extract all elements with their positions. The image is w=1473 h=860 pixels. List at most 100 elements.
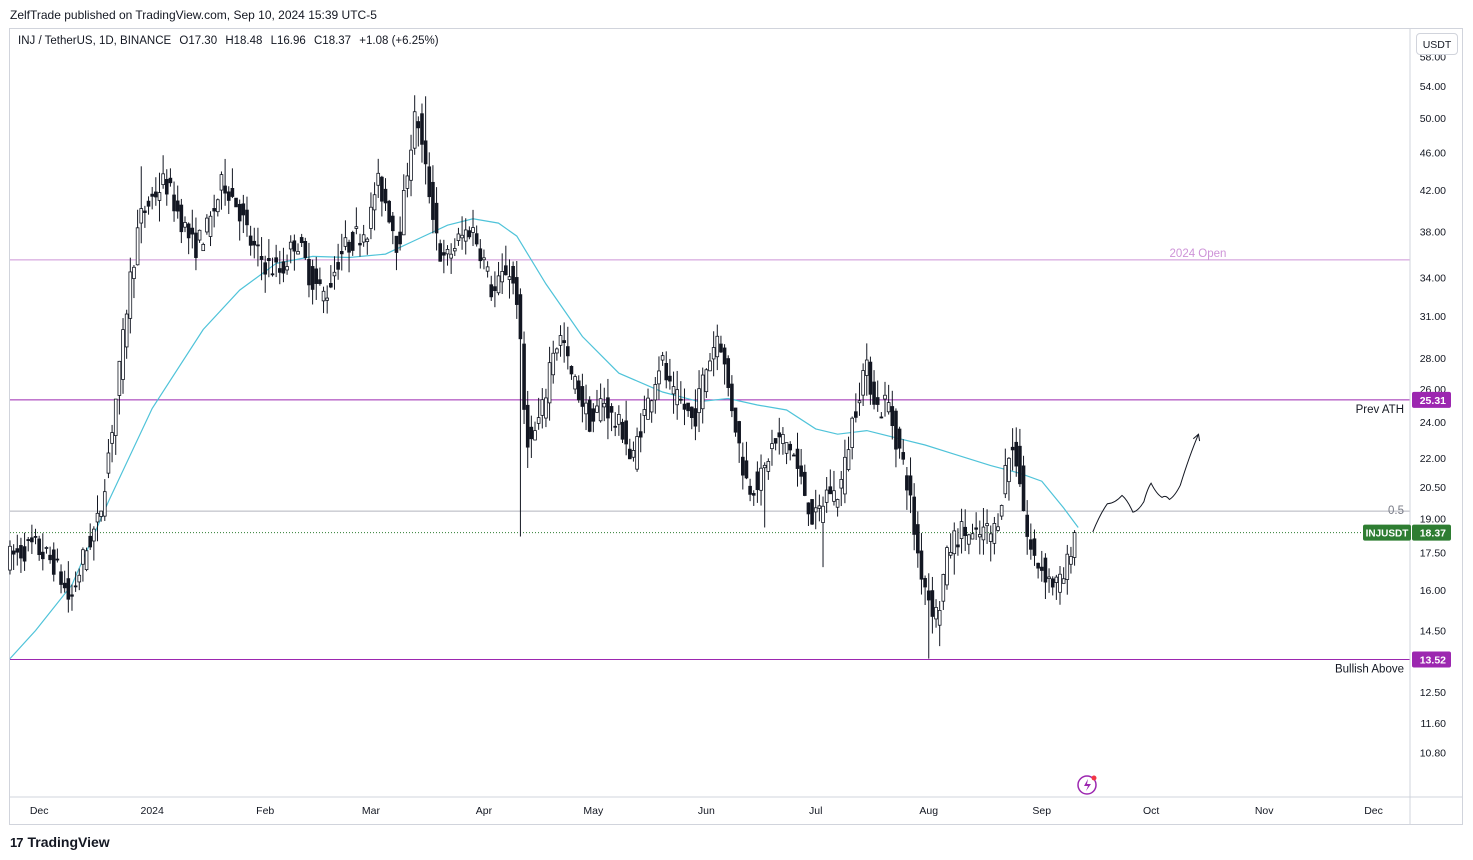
candle (573, 374, 577, 394)
candle-body (919, 550, 924, 580)
candle (128, 257, 133, 334)
candle-body (1032, 538, 1037, 556)
candle-body (1010, 446, 1015, 451)
price-tick-label: 24.00 (1420, 417, 1446, 429)
candle (197, 229, 202, 243)
candle (595, 389, 599, 413)
candle-body (1047, 576, 1051, 580)
candle-body (591, 408, 596, 422)
candle-body (161, 173, 165, 186)
candle (445, 245, 450, 266)
candle-body (51, 549, 56, 575)
candle (164, 169, 169, 206)
candle (33, 528, 38, 545)
candle (339, 233, 344, 271)
price-tick-label: 11.60 (1421, 718, 1447, 730)
candle-body (347, 241, 351, 253)
candle (1029, 523, 1033, 560)
price-tick-label: 50.00 (1420, 113, 1446, 125)
candle-body (926, 590, 931, 601)
level-label: 0.5 (1388, 505, 1404, 517)
candle (591, 403, 596, 433)
candle (496, 261, 501, 296)
candle-body (95, 512, 100, 523)
tradingview-logo[interactable]: 17 TradingView (10, 834, 110, 850)
candle (948, 533, 953, 559)
candle-body (726, 358, 731, 388)
candle-body (41, 551, 45, 560)
candle-body (861, 370, 865, 396)
candle (598, 383, 603, 423)
candle-body (828, 486, 833, 495)
legend-symbol[interactable]: INJ / TetherUS, 1D, BINANCE (18, 35, 172, 47)
candle (992, 516, 997, 555)
candle-body (504, 265, 508, 276)
candle-body (1058, 573, 1062, 593)
candle (755, 461, 760, 503)
lightning-icon[interactable] (1077, 775, 1097, 795)
candle (216, 198, 220, 217)
candle (456, 227, 461, 246)
candle-body (708, 360, 712, 372)
price-tick-label: 28.00 (1420, 353, 1446, 365)
candle-body (237, 203, 242, 222)
time-tick-label: Dec (1364, 805, 1383, 817)
candle-body (992, 523, 997, 544)
candle (854, 393, 858, 423)
candle (959, 508, 964, 554)
candle (967, 533, 971, 555)
candle-body (999, 505, 1004, 517)
candle-body (642, 409, 647, 416)
candle-body (489, 284, 494, 298)
candle-body (164, 178, 169, 195)
candle-body (391, 215, 395, 232)
candle (609, 403, 614, 432)
candle-body (132, 266, 136, 280)
candle (102, 479, 107, 521)
candle (259, 237, 264, 281)
candle (329, 265, 333, 289)
candle-body (146, 200, 151, 207)
candle (722, 344, 727, 385)
candle-body (741, 456, 745, 476)
candle (872, 370, 876, 410)
candle-body (33, 535, 38, 538)
candle (84, 547, 89, 572)
candle-body (15, 548, 20, 553)
candle-body (689, 406, 694, 419)
candle-body (1018, 445, 1022, 485)
candle (358, 233, 362, 257)
currency-button[interactable]: USDT (1416, 33, 1458, 55)
candle (1010, 428, 1015, 471)
candle-body (387, 200, 391, 223)
candle-body (824, 489, 829, 503)
candle-body (223, 185, 227, 194)
candle-body (113, 398, 118, 436)
candle (117, 360, 122, 415)
candle (245, 196, 249, 237)
candle (886, 384, 891, 415)
candle-body (263, 262, 268, 275)
level-badge-value: 13.52 (1420, 655, 1446, 667)
candle-body (755, 471, 760, 491)
candle-body (566, 346, 570, 357)
candle-body (1065, 553, 1070, 580)
candle (817, 494, 822, 522)
candle (44, 546, 49, 554)
candle-body (234, 197, 238, 208)
candle-body (277, 268, 282, 273)
candle-body (463, 229, 468, 242)
candle (952, 522, 957, 575)
candle-body (380, 176, 384, 202)
candle (970, 523, 975, 540)
candle-body (846, 449, 851, 470)
candle-body (409, 149, 413, 181)
candle (890, 390, 895, 440)
candle (256, 227, 260, 267)
candle-body (886, 402, 891, 413)
candle (711, 331, 716, 377)
candle (689, 406, 694, 430)
candle-body (226, 191, 231, 201)
candle-body (405, 175, 410, 189)
